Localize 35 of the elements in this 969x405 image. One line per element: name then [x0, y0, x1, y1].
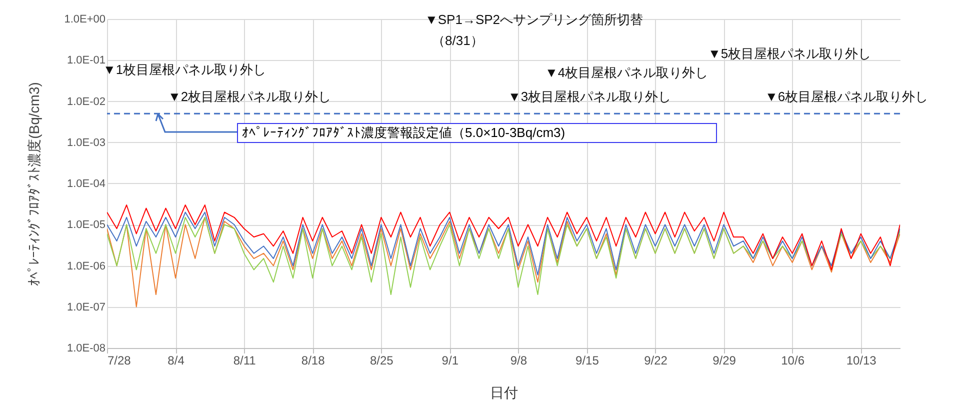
- x-tick-label: 8/4: [168, 354, 185, 368]
- y-tick-label: 1.0E-03: [66, 136, 106, 149]
- x-tick-label: 9/29: [712, 354, 736, 368]
- y-tick-label: 1.0E-02: [66, 96, 106, 108]
- annotation: （8/31）: [432, 33, 484, 49]
- x-tick-label: 10/13: [846, 354, 877, 368]
- y-tick-label: 1.0E-06: [66, 260, 106, 272]
- line-series: [107, 204, 900, 270]
- x-tick-label: 9/22: [644, 354, 668, 368]
- annotation: ▼2枚目屋根パネル取り外し: [168, 89, 332, 105]
- x-tick-label: 10/6: [781, 354, 805, 368]
- y-tick-label: 1.0E-01: [66, 54, 106, 67]
- x-tick-label: 7/28: [108, 354, 132, 368]
- y-tick-label: 1.0E-04: [66, 178, 106, 190]
- x-tick-label: 9/1: [442, 354, 459, 368]
- y-tick-label: 1.0E-08: [66, 342, 106, 354]
- annotation: ▼5枚目屋根パネル取り外し: [708, 46, 872, 62]
- annotation: ▼1枚目屋根パネル取り外し: [103, 62, 266, 78]
- x-tick-label: 8/25: [370, 354, 394, 368]
- x-tick-label: 9/8: [510, 354, 528, 368]
- y-tick-label: 1.0E-05: [66, 219, 106, 232]
- y-axis-title: ｵﾍﾟﾚｰﾃｨﾝｸﾞﾌﾛｱﾀﾞｽﾄ濃度(Bq/cm3): [26, 82, 42, 286]
- annotation: ▼SP1→SP2へサンプリング箇所切替: [425, 12, 644, 28]
- y-tick-label: 1.0E-07: [66, 301, 106, 314]
- annotation: ▼4枚目屋根パネル取り外し: [545, 65, 708, 81]
- x-axis-title: 日付: [490, 384, 518, 400]
- x-tick-label: 9/15: [576, 354, 600, 368]
- y-tick-label: 1.0E+00: [64, 14, 106, 26]
- x-tick-label: 8/18: [301, 354, 326, 368]
- annotation: ▼3枚目屋根パネル取り外し: [508, 89, 672, 105]
- annotation: ▼6枚目屋根パネル取り外し: [765, 89, 928, 105]
- x-tick-label: 8/11: [233, 354, 256, 368]
- ref-line-label: ｵﾍﾟﾚｰﾃｨﾝｸﾞﾌﾛｱﾀﾞｽﾄ濃度警報設定値（5.0×10-3Bq/cm3): [242, 124, 566, 140]
- callout-box: ｵﾍﾟﾚｰﾃｨﾝｸﾞﾌﾛｱﾀﾞｽﾄ濃度警報設定値（5.0×10-3Bq/cm3): [237, 122, 717, 143]
- line-series: [107, 212, 900, 276]
